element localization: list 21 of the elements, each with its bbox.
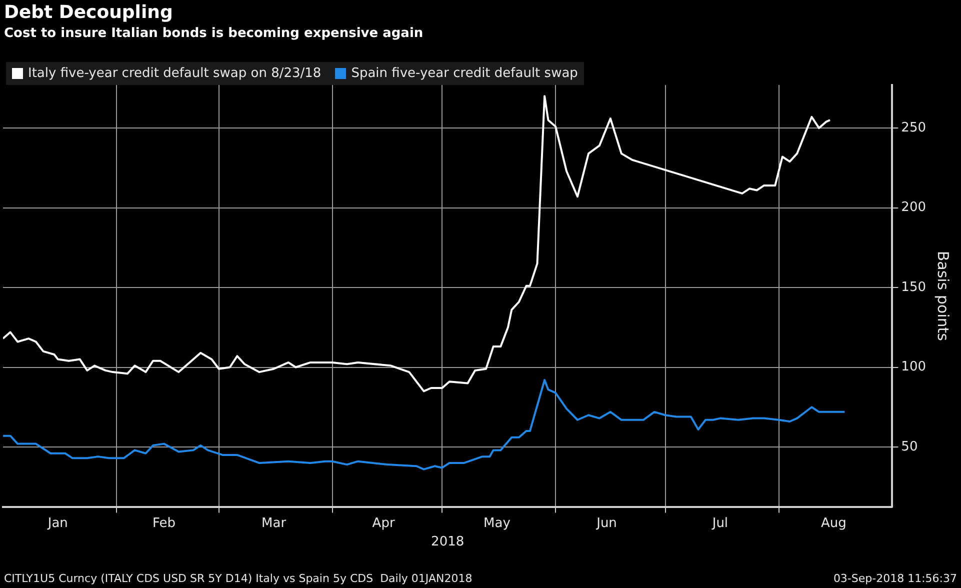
x-tick-label: Feb: [152, 516, 176, 531]
y-tick-label: 100: [901, 360, 926, 375]
y-tick-label: 200: [901, 200, 926, 216]
legend-label: Italy five-year credit default swap on 8/23/18: [28, 66, 322, 81]
chart-subtitle: Cost to insure Italian bonds is becoming expensive again: [4, 26, 424, 41]
legend-label: Spain five-year credit default swap: [351, 66, 578, 81]
y-tick-label: 150: [901, 280, 926, 295]
x-tick-label: May: [484, 516, 511, 531]
y-axis-title: Basis points: [934, 250, 952, 342]
x-tick-label: Jul: [711, 516, 728, 531]
x-tick-label: Jan: [46, 516, 68, 531]
x-tick-label: Apr: [372, 516, 396, 531]
x-tick-label: Mar: [262, 516, 287, 531]
x-tick-label: Jun: [596, 516, 617, 531]
chart-title: Debt Decoupling: [4, 2, 173, 23]
text: CITLY1U5 Curncy (ITALY CDS USD SR 5Y D14) Italy vs Spain 5y CDS Daily 01JAN2018: [4, 572, 472, 585]
y-tick-label: 50: [901, 439, 918, 454]
x-tick-label: Aug: [820, 516, 846, 531]
x-axis-title: 2018: [431, 534, 464, 550]
text: 03-Sep-2018 11:56:37: [833, 572, 957, 585]
y-tick-label: 250: [901, 120, 926, 136]
